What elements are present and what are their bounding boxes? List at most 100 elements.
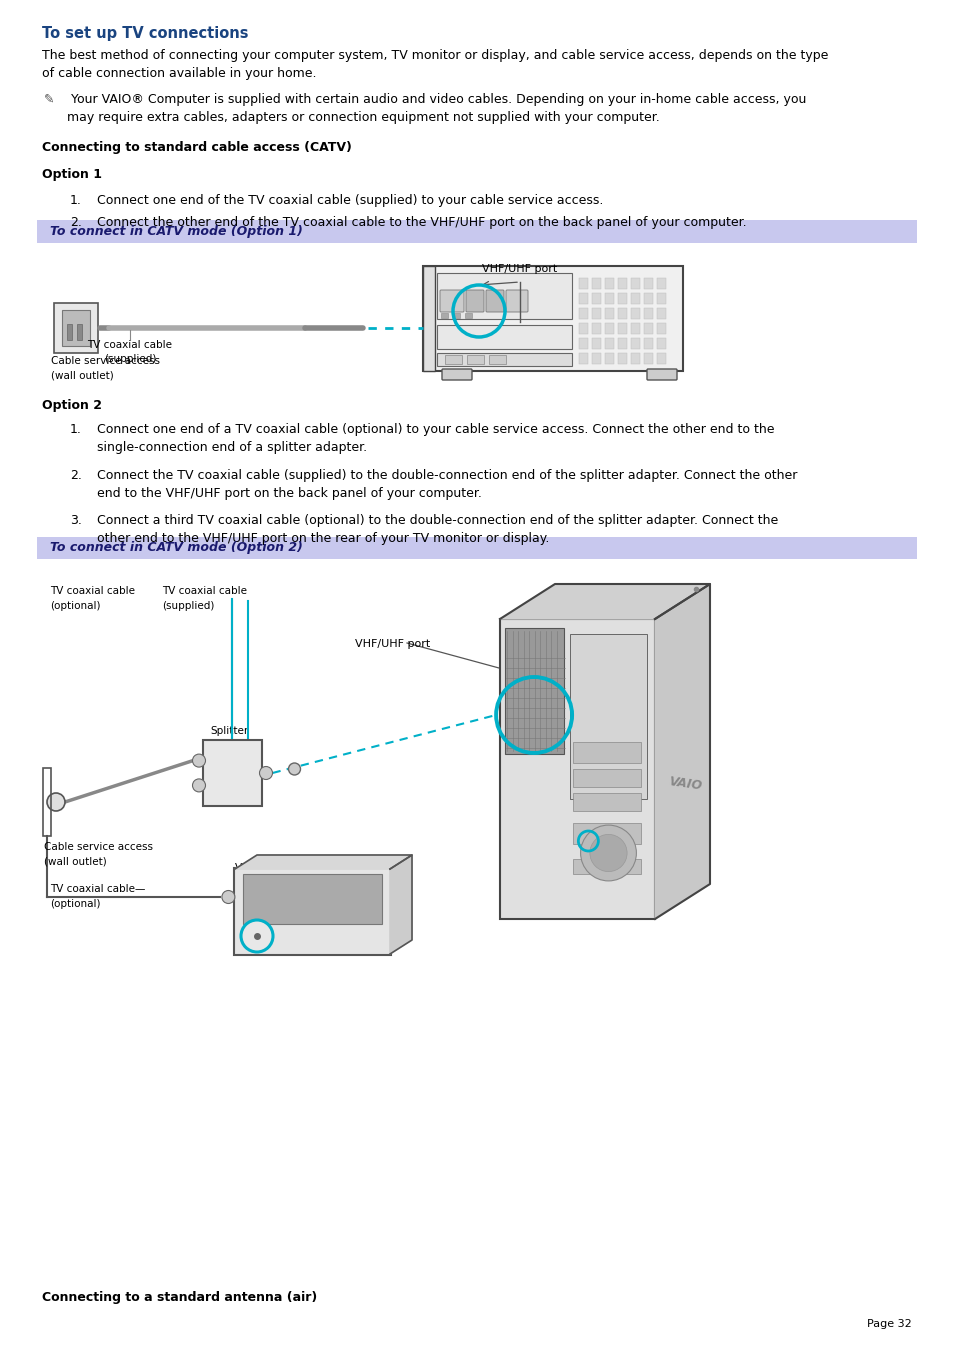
Text: VHF/UHF: VHF/UHF (234, 863, 280, 873)
Text: TV coaxial cable: TV coaxial cable (50, 586, 135, 596)
FancyBboxPatch shape (67, 323, 71, 339)
FancyBboxPatch shape (618, 308, 626, 319)
Text: VHF/UHF port: VHF/UHF port (355, 639, 430, 648)
Text: Connect one end of a TV coaxial cable (optional) to your cable service access. C: Connect one end of a TV coaxial cable (o… (97, 423, 774, 454)
Text: Connecting to a standard antenna (air): Connecting to a standard antenna (air) (42, 1292, 317, 1304)
FancyBboxPatch shape (646, 369, 677, 380)
FancyBboxPatch shape (203, 740, 262, 807)
FancyBboxPatch shape (592, 323, 600, 334)
Text: (optional): (optional) (50, 898, 100, 909)
Circle shape (47, 793, 65, 811)
Circle shape (288, 763, 300, 775)
FancyBboxPatch shape (62, 309, 90, 346)
FancyBboxPatch shape (643, 293, 652, 304)
Text: Page 32: Page 32 (866, 1319, 911, 1329)
Text: 2.: 2. (70, 216, 82, 230)
Text: To connect in CATV mode (Option 1): To connect in CATV mode (Option 1) (50, 224, 302, 238)
FancyBboxPatch shape (422, 266, 435, 372)
FancyBboxPatch shape (592, 353, 600, 363)
FancyBboxPatch shape (578, 353, 587, 363)
Text: (optional): (optional) (210, 744, 260, 754)
Circle shape (580, 825, 636, 881)
FancyBboxPatch shape (643, 338, 652, 349)
Text: Cable service access: Cable service access (44, 842, 152, 852)
FancyBboxPatch shape (657, 278, 665, 289)
FancyBboxPatch shape (572, 793, 640, 811)
FancyBboxPatch shape (630, 338, 639, 349)
Circle shape (589, 835, 626, 871)
Text: Connect the TV coaxial cable (supplied) to the double-connection end of the spli: Connect the TV coaxial cable (supplied) … (97, 469, 797, 500)
FancyBboxPatch shape (233, 867, 391, 955)
FancyBboxPatch shape (578, 323, 587, 334)
FancyBboxPatch shape (505, 290, 527, 312)
Text: Splitter: Splitter (210, 725, 248, 736)
FancyBboxPatch shape (436, 353, 572, 366)
FancyBboxPatch shape (572, 769, 640, 788)
Text: 1.: 1. (70, 423, 82, 436)
FancyBboxPatch shape (630, 293, 639, 304)
FancyBboxPatch shape (578, 308, 587, 319)
FancyBboxPatch shape (422, 266, 682, 372)
FancyBboxPatch shape (618, 293, 626, 304)
FancyBboxPatch shape (618, 338, 626, 349)
FancyBboxPatch shape (465, 290, 483, 312)
FancyBboxPatch shape (657, 308, 665, 319)
FancyBboxPatch shape (618, 353, 626, 363)
Text: VHF/UHF port: VHF/UHF port (482, 263, 558, 274)
Text: Option 1: Option 1 (42, 168, 102, 181)
FancyBboxPatch shape (464, 313, 472, 317)
FancyBboxPatch shape (444, 355, 461, 363)
FancyBboxPatch shape (643, 353, 652, 363)
Text: Connect one end of the TV coaxial cable (supplied) to your cable service access.: Connect one end of the TV coaxial cable … (97, 195, 602, 207)
Circle shape (193, 754, 205, 767)
Text: Connect a third TV coaxial cable (optional) to the double-connection end of the : Connect a third TV coaxial cable (option… (97, 513, 778, 544)
FancyBboxPatch shape (436, 326, 572, 349)
FancyBboxPatch shape (604, 308, 614, 319)
Text: 1.: 1. (70, 195, 82, 207)
FancyBboxPatch shape (618, 323, 626, 334)
Text: Connect the other end of the TV coaxial cable to the VHF/UHF port on the back pa: Connect the other end of the TV coaxial … (97, 216, 746, 230)
FancyBboxPatch shape (657, 293, 665, 304)
FancyBboxPatch shape (572, 859, 640, 874)
FancyBboxPatch shape (604, 338, 614, 349)
FancyBboxPatch shape (592, 278, 600, 289)
FancyBboxPatch shape (578, 338, 587, 349)
FancyBboxPatch shape (578, 293, 587, 304)
Text: TV coaxial cable: TV coaxial cable (88, 339, 172, 350)
FancyBboxPatch shape (592, 308, 600, 319)
Text: (supplied): (supplied) (162, 601, 214, 611)
Text: 3.: 3. (70, 513, 82, 527)
FancyBboxPatch shape (630, 278, 639, 289)
FancyBboxPatch shape (499, 619, 655, 919)
Text: TV coaxial cable—: TV coaxial cable— (50, 884, 145, 894)
Polygon shape (390, 855, 412, 954)
Text: Option 2: Option 2 (42, 399, 102, 412)
Polygon shape (499, 584, 709, 619)
FancyBboxPatch shape (572, 823, 640, 844)
Text: (wall outlet): (wall outlet) (44, 857, 107, 867)
Text: (wall outlet): (wall outlet) (51, 370, 113, 381)
FancyBboxPatch shape (657, 323, 665, 334)
Text: Connecting to standard cable access (CATV): Connecting to standard cable access (CAT… (42, 141, 352, 154)
FancyBboxPatch shape (630, 308, 639, 319)
Text: To connect in CATV mode (Option 2): To connect in CATV mode (Option 2) (50, 540, 302, 554)
Polygon shape (655, 584, 709, 919)
Text: To set up TV connections: To set up TV connections (42, 26, 248, 41)
Circle shape (193, 780, 205, 792)
FancyBboxPatch shape (657, 338, 665, 349)
Text: TV coaxial cable: TV coaxial cable (162, 586, 247, 596)
Text: Cable service access: Cable service access (51, 355, 160, 366)
Circle shape (259, 766, 273, 780)
FancyBboxPatch shape (604, 353, 614, 363)
FancyBboxPatch shape (569, 634, 646, 798)
FancyBboxPatch shape (643, 323, 652, 334)
FancyBboxPatch shape (485, 290, 503, 312)
FancyBboxPatch shape (592, 293, 600, 304)
FancyBboxPatch shape (440, 313, 448, 317)
FancyBboxPatch shape (630, 353, 639, 363)
FancyBboxPatch shape (572, 742, 640, 763)
Text: VAIO: VAIO (667, 775, 702, 793)
FancyBboxPatch shape (504, 628, 563, 754)
FancyBboxPatch shape (439, 290, 463, 312)
FancyBboxPatch shape (436, 273, 572, 319)
